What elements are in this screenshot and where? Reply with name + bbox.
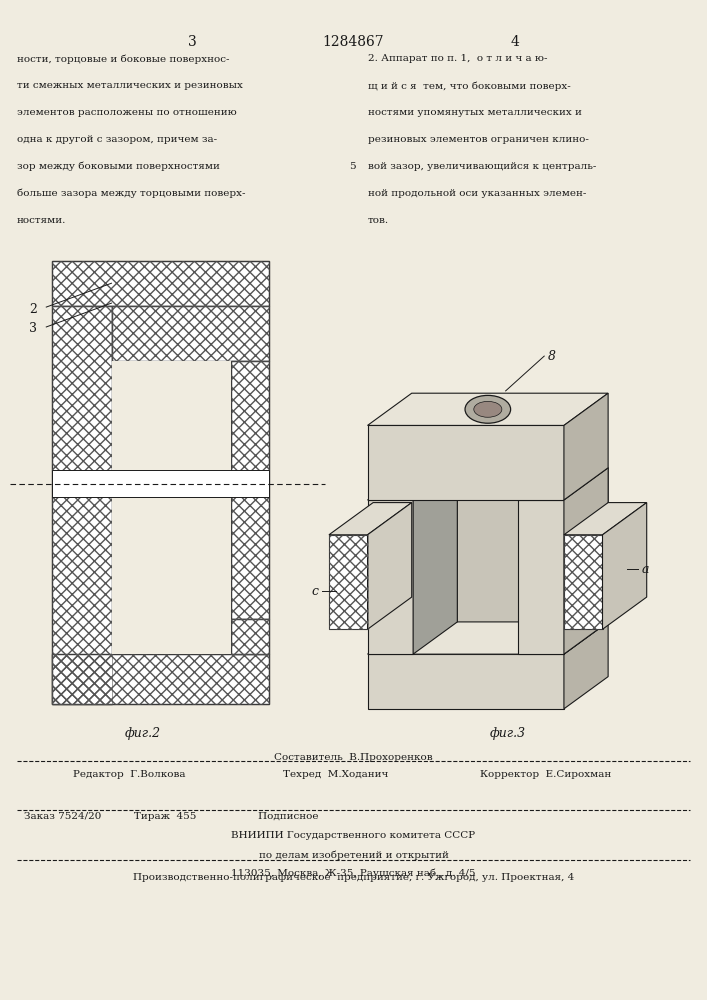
Polygon shape <box>112 306 269 361</box>
Text: ностями.: ностями. <box>17 216 66 225</box>
Text: 5: 5 <box>349 162 355 171</box>
Text: тов.: тов. <box>368 216 389 225</box>
Text: фиг.2: фиг.2 <box>125 727 161 740</box>
Text: одна к другой с зазором, причем за-: одна к другой с зазором, причем за- <box>17 135 217 144</box>
Polygon shape <box>52 306 112 704</box>
Text: резиновых элементов ограничен клино-: резиновых элементов ограничен клино- <box>368 135 588 144</box>
Text: 2. Аппарат по п. 1,  о т л и ч а ю-: 2. Аппарат по п. 1, о т л и ч а ю- <box>368 54 547 63</box>
Text: 4: 4 <box>510 35 519 49</box>
Text: элементов расположены по отношению: элементов расположены по отношению <box>17 108 237 117</box>
Text: ВНИИПИ Государственного комитета СССР: ВНИИПИ Государственного комитета СССР <box>231 831 476 840</box>
Text: ности, торцовые и боковые поверхнос-: ности, торцовые и боковые поверхнос- <box>17 54 229 64</box>
Text: 113035, Москва, Ж-35, Раушская наб., д. 4/5: 113035, Москва, Ж-35, Раушская наб., д. … <box>231 869 476 878</box>
Text: 1284867: 1284867 <box>322 35 385 49</box>
Polygon shape <box>518 468 608 500</box>
Polygon shape <box>368 393 608 425</box>
Polygon shape <box>52 470 269 497</box>
Polygon shape <box>112 361 230 619</box>
Polygon shape <box>52 261 269 306</box>
Polygon shape <box>564 535 602 629</box>
Polygon shape <box>564 503 647 535</box>
Text: вой зазор, увеличивающийся к централь-: вой зазор, увеличивающийся к централь- <box>368 162 596 171</box>
Text: Корректор  Е.Сирохман: Корректор Е.Сирохман <box>480 770 611 779</box>
Polygon shape <box>564 622 608 709</box>
Ellipse shape <box>465 395 510 423</box>
Text: зор между боковыми поверхностями: зор между боковыми поверхностями <box>17 162 220 171</box>
Polygon shape <box>457 468 563 622</box>
Polygon shape <box>564 393 608 500</box>
Polygon shape <box>368 622 608 654</box>
Text: 3: 3 <box>30 322 37 335</box>
Text: Производственно-полиграфическое  предприятие, г. Ужгород, ул. Проектная, 4: Производственно-полиграфическое предприя… <box>133 873 574 882</box>
Text: щ и й с я  тем, что боковыми поверх-: щ и й с я тем, что боковыми поверх- <box>368 81 571 91</box>
Polygon shape <box>368 500 413 654</box>
Polygon shape <box>329 535 368 629</box>
Polygon shape <box>230 619 269 654</box>
Text: Техред  М.Ходанич: Техред М.Ходанич <box>284 770 389 779</box>
Polygon shape <box>368 503 411 629</box>
Text: c: c <box>311 585 318 598</box>
Polygon shape <box>112 619 230 654</box>
Polygon shape <box>368 468 457 500</box>
Text: по делам изобретений и открытий: по делам изобретений и открытий <box>259 850 448 860</box>
Text: ти смежных металлических и резиновых: ти смежных металлических и резиновых <box>17 81 243 90</box>
Text: 3: 3 <box>188 35 197 49</box>
Polygon shape <box>518 500 564 654</box>
Polygon shape <box>230 361 269 619</box>
Text: a: a <box>641 563 649 576</box>
Text: больше зазора между торцовыми поверх-: больше зазора между торцовыми поверх- <box>17 189 245 198</box>
Text: 2: 2 <box>30 303 37 316</box>
Text: фиг.3: фиг.3 <box>490 727 526 740</box>
Text: ной продольной оси указанных элемен-: ной продольной оси указанных элемен- <box>368 189 586 198</box>
Polygon shape <box>329 503 411 535</box>
Polygon shape <box>564 468 608 654</box>
Ellipse shape <box>474 401 502 417</box>
Text: Редактор  Г.Волкова: Редактор Г.Волкова <box>73 770 185 779</box>
Polygon shape <box>52 654 269 704</box>
Text: 8: 8 <box>548 350 556 363</box>
Polygon shape <box>368 654 564 709</box>
Polygon shape <box>368 425 564 500</box>
Polygon shape <box>602 503 647 629</box>
Polygon shape <box>413 468 457 654</box>
Text: ностями упомянутых металлических и: ностями упомянутых металлических и <box>368 108 581 117</box>
Polygon shape <box>564 468 608 654</box>
Text: Составитель  В.Прохоренков: Составитель В.Прохоренков <box>274 753 433 762</box>
Text: Заказ 7524/20          Тираж  455                   Подписное: Заказ 7524/20 Тираж 455 Подписное <box>24 812 318 821</box>
